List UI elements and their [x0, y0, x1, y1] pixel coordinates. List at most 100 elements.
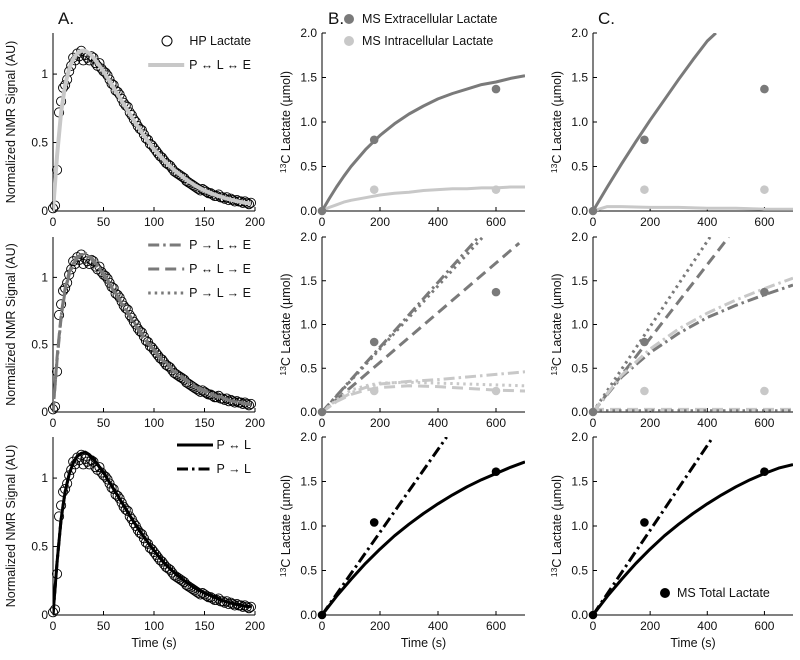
x-tick-label: 0 — [319, 619, 326, 633]
ms-point — [491, 287, 501, 297]
y-axis-label-superscript: 13 — [278, 567, 288, 577]
points-ms-total-lactate — [317, 467, 501, 620]
curves — [593, 437, 793, 615]
legend-symbol-dot — [660, 588, 670, 598]
y-tick-label: 0.5 — [31, 136, 48, 150]
legend: HP Lactate P ↔ L ↔ E — [148, 34, 251, 72]
x-tick-label: 600 — [486, 215, 506, 229]
x-tick-label: 50 — [97, 416, 111, 430]
points-ms-total-lactate — [588, 467, 769, 620]
points-ms-extracellular-lactate — [317, 287, 501, 417]
y-axis-label: Normalized NMR Signal (AU) — [4, 41, 18, 204]
hp-lactate-point — [243, 603, 254, 614]
ms-point — [317, 610, 327, 620]
x-tick-label: 400 — [428, 215, 448, 229]
series-line-p-l-e-extracellular — [322, 241, 521, 412]
points-ms-intracellular-lactate — [640, 386, 769, 396]
panel-a1: 0 0.5 1 0 50 100 150 200 Normalized NMR Signal (… — [4, 33, 265, 229]
y-tick-label: 1.0 — [300, 519, 317, 533]
series-line-p-l-e-extracellular-alt — [593, 276, 793, 412]
hp-lactate-point — [148, 546, 160, 558]
ms-point — [760, 386, 769, 396]
x-tick-label: 0 — [50, 619, 57, 633]
hp-lactate-point — [177, 171, 188, 182]
ms-point — [317, 206, 327, 216]
y-tick-label: 0.5 — [31, 540, 48, 554]
x-tick-label: 200 — [640, 619, 660, 633]
hp-lactate-point — [167, 365, 178, 376]
hp-lactate-point — [152, 552, 164, 563]
hp-lactate-point — [146, 544, 158, 555]
series-line-p-l-total — [322, 437, 448, 615]
legend-label: P ↔ L — [216, 438, 251, 452]
y-tick-label: 2.0 — [300, 230, 317, 244]
y-tick-label: 0.5 — [571, 160, 588, 174]
y-tick-label: 0.5 — [571, 564, 588, 578]
y-tick-label: 0 — [41, 608, 48, 622]
series-line-extracellular-fit — [593, 33, 717, 211]
ms-point — [369, 337, 379, 347]
panel-b3: 0.0 0.5 1.0 1.5 2.0 0 200 400 600 13C Lactate (µm… — [278, 430, 525, 650]
x-tick-label: 400 — [428, 416, 448, 430]
y-tick-label: 2.0 — [571, 26, 588, 40]
curves — [53, 48, 252, 211]
hp-lactate-point — [163, 563, 174, 574]
ms-point — [588, 407, 598, 417]
panel-b2: 0.0 0.5 1.0 1.5 2.0 0 200 400 600 13C Lactate (µm… — [278, 230, 525, 430]
y-axis-label: 13C Lactate (µmol) — [278, 475, 293, 577]
legend-label: MS Extracellular Lactate — [362, 12, 498, 26]
ms-point — [491, 467, 501, 477]
curves — [322, 237, 525, 412]
hp-lactate-point — [157, 556, 168, 567]
legend-label: P → L ↔ E — [189, 238, 251, 252]
hp-lactate-point — [159, 357, 170, 368]
legend: MS Total Lactate — [660, 586, 770, 600]
y-tick-label: 1.5 — [571, 71, 588, 85]
hp-lactate-point — [82, 456, 93, 467]
legend-label: MS Intracellular Lactate — [362, 34, 493, 48]
x-tick-label: 100 — [144, 619, 164, 633]
x-tick-label: 400 — [697, 619, 717, 633]
x-tick-label: 50 — [97, 619, 111, 633]
points-ms-intracellular-lactate — [640, 185, 769, 194]
panel-label-c: C. — [598, 9, 615, 28]
x-tick-label: 0 — [319, 416, 326, 430]
panel-b1: 0.0 0.5 1.0 1.5 2.0 0 200 400 600 13C Lactate (µm… — [278, 12, 525, 229]
y-axis-label: 13C Lactate (µmol) — [278, 273, 293, 375]
panel-label-a: A. — [58, 9, 74, 28]
y-tick-label: 0.0 — [571, 405, 588, 419]
y-axis-label-text: C Lactate (µmol) — [279, 475, 293, 568]
ms-point — [640, 185, 649, 194]
hp-lactate-point — [165, 564, 176, 575]
x-tick-label: 150 — [194, 215, 214, 229]
panel-a3: 0 0.5 1 0 50 100 150 200 Normalized NMR Signal (… — [4, 437, 265, 650]
hp-lactate-point — [157, 354, 168, 365]
ms-point — [491, 84, 501, 94]
curves — [322, 74, 525, 211]
x-tick-label: 200 — [370, 416, 390, 430]
series-line-p-l — [53, 450, 252, 615]
hp-lactate-point — [144, 340, 156, 352]
series-line-p-l-e-extracellular — [322, 237, 480, 412]
x-tick-label: 0 — [590, 619, 597, 633]
hp-lactate-point — [148, 345, 160, 356]
y-axis-label-superscript: 13 — [549, 567, 559, 577]
ms-point — [588, 206, 598, 216]
x-tick-label: 200 — [370, 215, 390, 229]
hp-lactate-point — [179, 173, 190, 184]
ms-point — [317, 407, 327, 417]
hp-lactate-point — [165, 362, 176, 373]
hp-lactate-point — [94, 462, 105, 473]
x-tick-label: 100 — [144, 416, 164, 430]
y-tick-label: 1.0 — [571, 519, 588, 533]
x-tick-label: 200 — [370, 619, 390, 633]
y-tick-label: 1.5 — [300, 475, 317, 489]
x-tick-label: 600 — [486, 619, 506, 633]
hp-lactate-point — [150, 145, 162, 156]
y-tick-label: 1 — [41, 471, 48, 485]
x-tick-label: 0 — [50, 416, 57, 430]
points-ms-extracellular-lactate — [317, 84, 501, 216]
x-tick-label: 200 — [640, 416, 660, 430]
y-tick-label: 2.0 — [571, 430, 588, 444]
hp-lactate-point — [152, 350, 164, 361]
